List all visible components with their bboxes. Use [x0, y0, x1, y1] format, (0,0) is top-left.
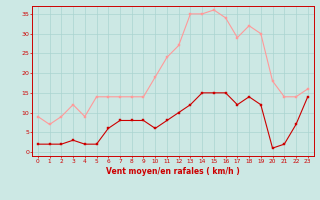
X-axis label: Vent moyen/en rafales ( km/h ): Vent moyen/en rafales ( km/h ) — [106, 167, 240, 176]
